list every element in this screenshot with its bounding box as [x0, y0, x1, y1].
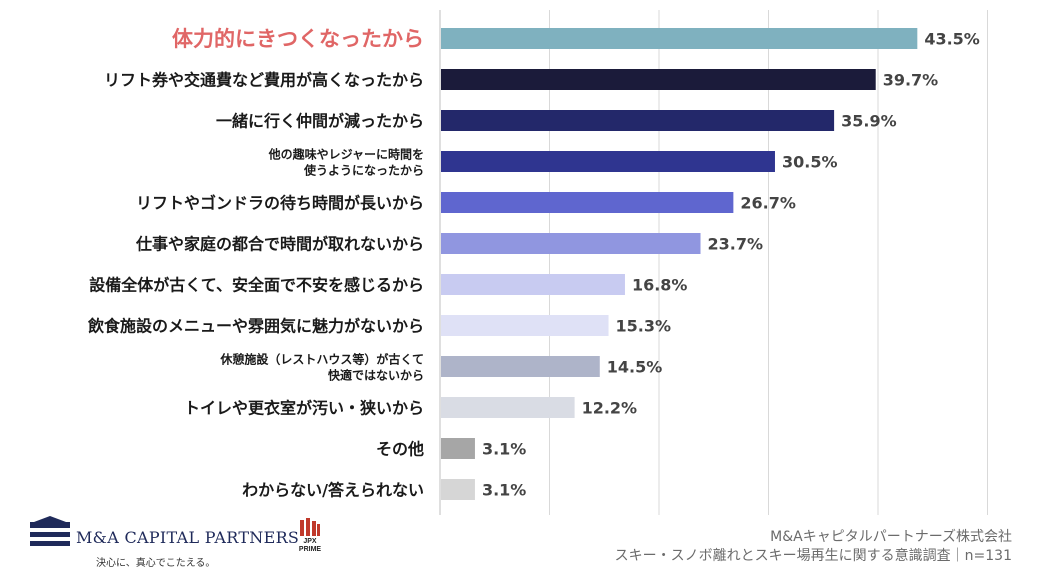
category-label: わからない/答えられない	[242, 480, 424, 499]
data-label: 26.7%	[740, 194, 796, 213]
value-labels: 43.5% 39.7% 35.9% 30.5% 26.7% 23.7% 16.8% 15.3%…	[482, 30, 980, 500]
category-label: 一緒に行く仲間が減ったから	[216, 111, 424, 130]
category-label: リフト券や交通費など費用が高くなったから	[104, 70, 424, 89]
data-label: 15.3%	[616, 317, 672, 336]
category-label: 他の趣味やレジャーに時間を使うようになったから	[268, 147, 424, 178]
jpx-logo-icon	[300, 518, 320, 536]
bar	[441, 356, 600, 377]
jpx-label: JPX	[303, 538, 317, 545]
category-label: 設備全体が古くて、安全面で不安を感じるから	[89, 275, 424, 294]
source-note: M&Aキャピタルパートナーズ株式会社 スキー・スノボ離れとスキー場再生に関する意…	[615, 528, 1012, 566]
source-survey: スキー・スノボ離れとスキー場再生に関する意識調査｜n=131	[614, 548, 1012, 564]
data-label: 30.5%	[782, 153, 838, 172]
data-label: 39.7%	[883, 71, 939, 90]
bar	[441, 69, 876, 90]
bar	[441, 397, 575, 418]
data-label: 23.7%	[708, 235, 764, 254]
category-label: トイレや更衣室が汚い・狭いから	[184, 398, 424, 417]
data-label: 14.5%	[607, 358, 663, 377]
company-logo-name: M&A CAPITAL PARTNERS	[76, 528, 300, 547]
bar	[441, 274, 625, 295]
jpx-prime-badge: JPX PRIME	[290, 518, 330, 566]
bar	[441, 438, 475, 459]
bar	[441, 315, 609, 336]
data-label: 3.1%	[482, 481, 526, 500]
bar	[441, 110, 835, 131]
company-tagline: 決心に、真心でこたえる。	[96, 558, 216, 569]
category-label: その他	[376, 439, 424, 458]
data-label: 16.8%	[632, 276, 688, 295]
jpx-prime-label: PRIME	[298, 546, 322, 553]
category-labels: 体力的にきつくなったからリフト券や交通費など費用が高くなったから一緒に行く仲間が…	[87, 27, 424, 499]
data-label: 43.5%	[924, 30, 980, 49]
category-label: リフトやゴンドラの待ち時間が長いから	[136, 193, 424, 212]
category-label: 仕事や家庭の都合で時間が取れないから	[135, 234, 424, 253]
category-label: 飲食施設のメニューや雰囲気に魅力がないから	[87, 316, 424, 335]
grid-lines	[439, 10, 988, 515]
bar	[441, 28, 918, 49]
bars	[441, 28, 918, 500]
data-label: 3.1%	[482, 440, 526, 459]
company-logo-icon	[30, 516, 70, 546]
bar	[441, 192, 734, 213]
category-label: 体力的にきつくなったから	[172, 27, 424, 51]
company-logo: M&A CAPITAL PARTNERS 決心に、真心でこたえる。	[30, 512, 299, 572]
bar	[441, 233, 701, 254]
data-label: 35.9%	[841, 112, 897, 131]
category-label: 休憩施設（レストハウス等）が古くて快適ではないから	[219, 352, 424, 383]
bar	[441, 479, 475, 500]
source-company: M&Aキャピタルパートナーズ株式会社	[770, 529, 1012, 545]
data-label: 12.2%	[582, 399, 638, 418]
bar	[441, 151, 775, 172]
bar-chart: 体力的にきつくなったからリフト券や交通費など費用が高くなったから一緒に行く仲間が…	[87, 10, 988, 515]
